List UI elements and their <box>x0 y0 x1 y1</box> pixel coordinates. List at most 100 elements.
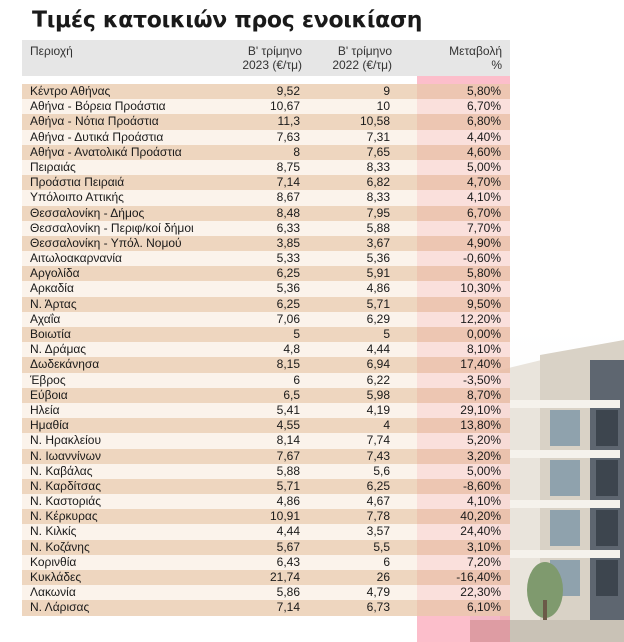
table-row: Εύβοια 6,5 5,98 8,70% <box>22 387 510 403</box>
cell-change: -8,60% <box>462 478 501 493</box>
cell-q2022: 5,91 <box>366 266 390 281</box>
cell-change: 5,80% <box>466 266 501 281</box>
cell-region: Ν. Κέρκυρας <box>30 509 98 524</box>
cell-region: Αθήνα - Βόρεια Προάστια <box>30 99 166 114</box>
cell-q2022: 5,5 <box>373 539 390 554</box>
cell-q2022: 4,44 <box>366 342 390 357</box>
cell-q2022: 5 <box>383 327 390 341</box>
cell-region: Κέντρο Αθήνας <box>30 84 111 98</box>
cell-q2022: 5,71 <box>366 296 390 311</box>
cell-region: Έβρος <box>30 372 66 387</box>
cell-q2022: 4,79 <box>366 585 390 600</box>
cell-q2023: 3,85 <box>276 235 300 250</box>
cell-region: Εύβοια <box>30 387 68 402</box>
table-row: Κέντρο Αθήνας 9,52 9 5,80% <box>22 84 510 100</box>
cell-q2023: 5,88 <box>276 463 300 478</box>
cell-q2022: 5,6 <box>373 463 390 478</box>
cell-region: Δωδεκάνησα <box>30 357 100 372</box>
header-q2022: Β' τρίμηνο 2022 (€/τμ) <box>312 44 392 72</box>
table-row: Αχαΐα 7,06 6,29 12,20% <box>22 311 510 327</box>
cell-q2023: 7,67 <box>276 448 300 463</box>
cell-q2022: 26 <box>376 570 390 584</box>
table-row: Αθήνα - Ανατολικά Προάστια 8 7,65 4,60% <box>22 144 510 160</box>
cell-q2022: 6,94 <box>366 357 390 372</box>
cell-change: 5,00% <box>466 159 501 174</box>
table-row: Θεσσαλονίκη - Υπόλ. Νομού 3,85 3,67 4,90% <box>22 235 510 252</box>
cell-region: Ν. Λάρισας <box>30 600 90 615</box>
table-row: Κορινθία 6,43 6 7,20% <box>22 554 510 570</box>
cell-q2022: 7,31 <box>366 129 390 144</box>
cell-q2022: 4 <box>383 418 390 433</box>
table-row: Ν. Ηρακλείου 8,14 7,74 5,20% <box>22 433 510 449</box>
cell-change: 6,70% <box>466 205 501 220</box>
cell-q2023: 5,71 <box>276 478 300 493</box>
cell-q2023: 10,67 <box>269 99 300 114</box>
cell-change: 13,80% <box>460 418 501 433</box>
cell-change: 6,10% <box>466 600 501 615</box>
cell-q2023: 8,48 <box>276 205 300 220</box>
cell-q2023: 4,44 <box>276 524 300 539</box>
cell-q2022: 6,73 <box>366 600 390 615</box>
table-row: Ν. Λάρισας 7,14 6,73 6,10% <box>22 600 510 616</box>
cell-change: 17,40% <box>460 357 501 372</box>
cell-change: 4,60% <box>466 144 501 159</box>
cell-q2023: 11,3 <box>277 114 300 129</box>
table-row: Ν. Κοζάνης 5,67 5,5 3,10% <box>22 539 510 555</box>
cell-q2022: 4,86 <box>366 281 390 296</box>
cell-region: Ν. Καρδίτσας <box>30 478 101 493</box>
table-row: Ν. Καρδίτσας 5,71 6,25 -8,60% <box>22 478 510 495</box>
rent-prices-table: Περιοχή Β' τρίμηνο 2023 (€/τμ) Β' τρίμην… <box>22 40 510 642</box>
building-illustration <box>470 330 624 642</box>
table-row: Ν. Δράμας 4,8 4,44 8,10% <box>22 342 510 358</box>
cell-change: 0,00% <box>466 327 501 341</box>
cell-change: 22,30% <box>460 585 501 600</box>
cell-region: Ημαθία <box>30 418 69 433</box>
cell-region: Ν. Δράμας <box>30 342 87 357</box>
cell-q2022: 5,36 <box>366 251 390 266</box>
cell-region: Ν. Ηρακλείου <box>30 433 102 448</box>
cell-region: Λακωνία <box>30 585 76 600</box>
cell-q2022: 7,43 <box>366 448 390 463</box>
table-row: Έβρος 6 6,22 -3,50% <box>22 372 510 388</box>
cell-q2022: 10,58 <box>359 114 390 129</box>
cell-region: Ηλεία <box>30 402 60 417</box>
header-change-line2: % <box>491 58 502 72</box>
cell-change: 6,70% <box>466 99 501 114</box>
cell-region: Αχαΐα <box>30 311 61 326</box>
table-row: Ν. Καβάλας 5,88 5,6 5,00% <box>22 463 510 479</box>
cell-q2022: 7,78 <box>366 509 390 524</box>
page-title: Τιμές κατοικιών προς ενοικίαση <box>32 8 423 33</box>
cell-change: 4,10% <box>466 494 501 509</box>
cell-change: 9,50% <box>466 296 501 311</box>
table-row: Υπόλοιπο Αττικής 8,67 8,33 4,10% <box>22 190 510 206</box>
header-q2022-line1: Β' τρίμηνο <box>337 44 392 58</box>
cell-region: Θεσσαλονίκη - Δήμος <box>30 205 145 220</box>
cell-change: 4,90% <box>466 235 501 250</box>
header-q2022-line2: 2022 (€/τμ) <box>332 58 392 72</box>
table-row: Κυκλάδες 21,74 26 -16,40% <box>22 570 510 586</box>
header-change-line1: Μεταβολή <box>449 44 502 58</box>
cell-q2023: 7,63 <box>276 129 300 144</box>
cell-region: Θεσσαλονίκη - Υπόλ. Νομού <box>30 235 182 250</box>
cell-change: 10,30% <box>460 281 501 296</box>
table-row: Ν. Καστοριάς 4,86 4,67 4,10% <box>22 494 510 510</box>
table-row: Αργολίδα 6,25 5,91 5,80% <box>22 266 510 282</box>
table-row: Δωδεκάνησα 8,15 6,94 17,40% <box>22 357 510 373</box>
cell-q2023: 4,86 <box>276 494 300 509</box>
table-row: Αθήνα - Βόρεια Προάστια 10,67 10 6,70% <box>22 99 510 115</box>
cell-change: -0,60% <box>462 251 501 266</box>
cell-change: 24,40% <box>460 524 501 539</box>
cell-region: Ν. Κοζάνης <box>30 539 90 554</box>
cell-q2023: 6 <box>293 372 300 387</box>
cell-q2023: 7,06 <box>276 311 300 326</box>
cell-q2023: 21,74 <box>269 570 300 584</box>
cell-region: Αθήνα - Νότια Προάστια <box>30 114 159 129</box>
cell-q2022: 3,57 <box>366 524 390 539</box>
cell-q2023: 10,91 <box>269 509 300 524</box>
table-row: Αιτωλοακαρνανία 5,33 5,36 -0,60% <box>22 251 510 267</box>
cell-q2022: 6,29 <box>366 311 390 326</box>
cell-change: 3,20% <box>466 448 501 463</box>
table-row: Ν. Άρτας 6,25 5,71 9,50% <box>22 296 510 312</box>
cell-q2022: 3,67 <box>366 235 390 250</box>
cell-q2023: 6,25 <box>276 266 300 281</box>
